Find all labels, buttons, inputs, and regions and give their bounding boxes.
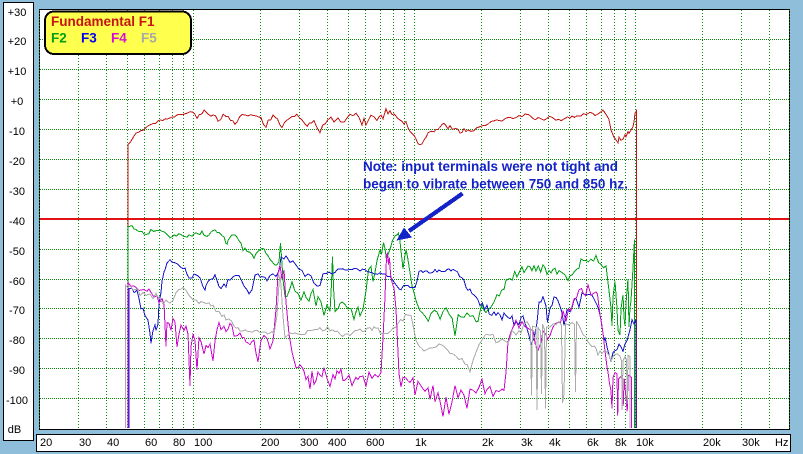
- svg-text:F3: F3: [81, 31, 97, 46]
- svg-text:F4: F4: [111, 31, 127, 46]
- svg-text:F5: F5: [141, 31, 157, 46]
- svg-text:began to vibrate between 750 a: began to vibrate between 750 and 850 hz.: [363, 177, 628, 192]
- svg-text:Fundamental F1: Fundamental F1: [51, 14, 155, 29]
- svg-text:Note: input terminals were not: Note: input terminals were not tight and: [363, 159, 618, 174]
- svg-text:F2: F2: [51, 31, 67, 46]
